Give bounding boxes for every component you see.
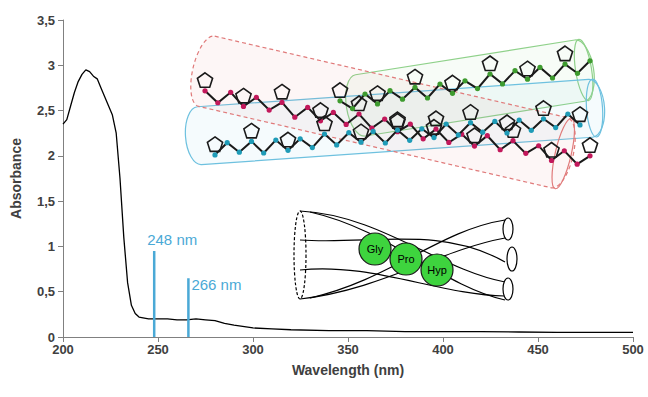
svg-text:200: 200: [52, 342, 74, 357]
svg-text:Wavelength (nm): Wavelength (nm): [292, 362, 404, 378]
svg-text:266 nm: 266 nm: [191, 276, 241, 293]
svg-text:350: 350: [337, 342, 359, 357]
svg-text:2,5: 2,5: [37, 103, 55, 118]
svg-text:1: 1: [48, 239, 55, 254]
svg-text:Absorbance: Absorbance: [8, 138, 24, 219]
svg-text:1,5: 1,5: [37, 194, 55, 209]
svg-text:Pro: Pro: [397, 253, 414, 265]
svg-text:Hyp: Hyp: [427, 264, 447, 276]
svg-text:0,5: 0,5: [37, 284, 55, 299]
svg-text:250: 250: [147, 342, 169, 357]
svg-text:3: 3: [48, 58, 55, 73]
svg-text:400: 400: [432, 342, 454, 357]
svg-text:450: 450: [527, 342, 549, 357]
svg-text:300: 300: [242, 342, 264, 357]
svg-text:2: 2: [48, 148, 55, 163]
svg-text:3,5: 3,5: [37, 13, 55, 28]
svg-text:Gly: Gly: [367, 243, 384, 255]
svg-text:248 nm: 248 nm: [147, 231, 197, 248]
svg-text:500: 500: [622, 342, 644, 357]
svg-text:0: 0: [47, 329, 55, 345]
